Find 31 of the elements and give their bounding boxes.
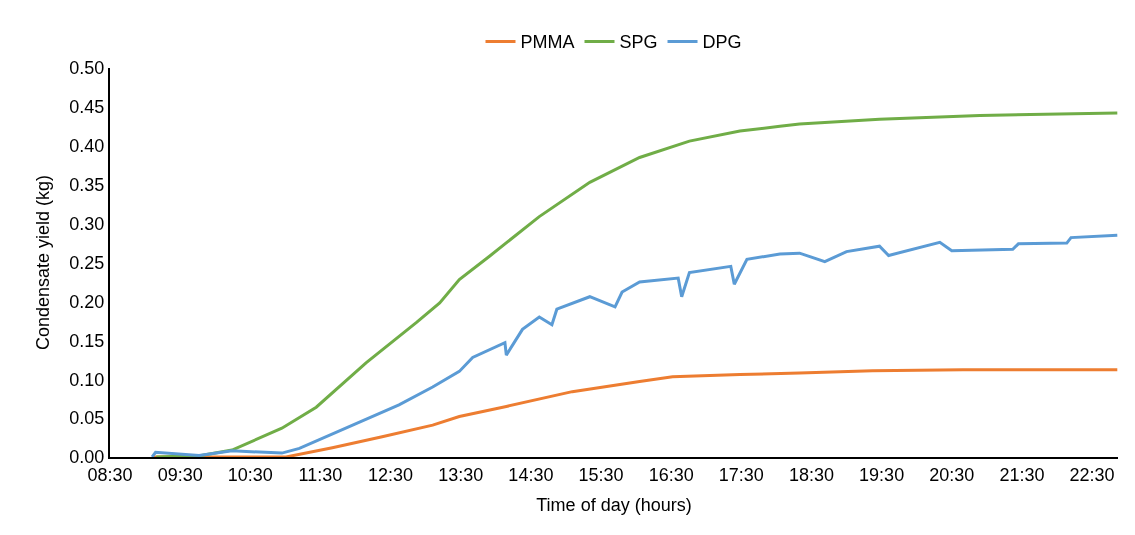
x-tick-label: 17:30 [718,464,764,485]
y-tick-label: 0.10 [69,369,105,390]
x-tick-label: 19:30 [859,464,905,485]
y-tick-label: 0.20 [69,291,105,312]
x-tick-label: 21:30 [999,464,1045,485]
line-series [154,111,1118,457]
y-tick-label: 0.25 [69,252,105,273]
x-tick-label: 13:30 [438,464,484,485]
x-tick-label: 16:30 [648,464,694,485]
y-tick-label: 0.45 [69,97,105,118]
y-tick-label: 0.05 [69,408,105,429]
y-axis-title: Condensate yield (kg) [33,174,54,351]
legend-label: DPG [702,32,742,53]
x-tick-label: 18:30 [788,464,834,485]
x-tick-label: 22:30 [1069,464,1115,485]
x-tick-label: 20:30 [929,464,975,485]
y-tick-label: 0.50 [69,58,105,79]
x-axis-title: Time of day (hours) [536,495,692,516]
line-series [150,233,1118,457]
legend-label: PMMA [520,32,575,53]
x-tick-label: 12:30 [368,464,414,485]
x-tick-label: 10:30 [227,464,273,485]
y-tick-label: 0.15 [69,330,105,351]
y-tick-label: 0.40 [69,136,105,157]
x-tick-label: 11:30 [298,464,343,485]
y-tick-label: 0.35 [69,175,105,195]
legend-label: SPG [619,32,658,53]
y-tick-label: 0.30 [69,213,105,234]
x-tick-label: 09:30 [157,464,203,485]
x-tick-label: 15:30 [578,464,624,485]
x-tick-label: 14:30 [508,464,554,485]
